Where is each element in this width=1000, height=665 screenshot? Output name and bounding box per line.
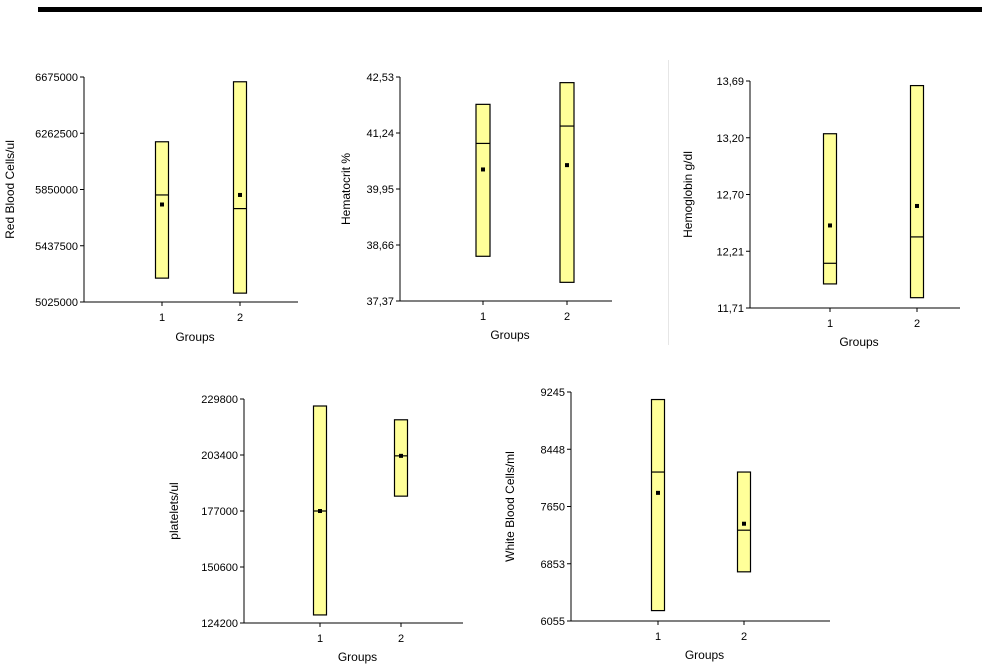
chart2-box-group-2 <box>559 82 575 283</box>
chart3-box-group-1 <box>822 133 838 285</box>
chart4-x-axis-title: Groups <box>338 650 377 664</box>
chart5-y-axis-title: White Blood Cells/ml <box>503 451 517 562</box>
chart1-x-axis-title: Groups <box>175 330 214 344</box>
chart1-mean-marker-group-1 <box>160 202 164 207</box>
chart1-mean-marker-group-2 <box>238 192 242 197</box>
chart5-y-tick-label: 8448 <box>541 444 565 456</box>
chart3-y-tick-label: 11,71 <box>717 303 744 315</box>
chart1-box-group-1 <box>154 141 170 279</box>
chart5-x-tick-label: 1 <box>655 631 661 643</box>
chart3-mean-marker-group-2 <box>915 203 919 208</box>
chart5-x-tick-label: 2 <box>741 631 747 643</box>
chart3-x-tick-label: 2 <box>914 318 920 330</box>
chart2-mean-marker-group-1 <box>481 167 485 172</box>
chart5-y-tick-label: 6055 <box>541 616 565 628</box>
chart3-y-tick-label: 13,69 <box>716 76 744 88</box>
chart3-x-tick-label: 1 <box>827 318 833 330</box>
chart1-x-tick-label: 2 <box>237 312 243 324</box>
chart1-y-axis-title: Red Blood Cells/ul <box>3 140 17 239</box>
chart1-y-tick-label: 6675000 <box>35 72 78 84</box>
chart5-x-axis-title: Groups <box>685 648 724 662</box>
chart2-y-tick-label: 37,37 <box>366 296 394 308</box>
chart4-mean-marker-group-1 <box>318 509 322 513</box>
chart4-y-tick-label: 124200 <box>201 618 238 630</box>
chart3-y-axis-title: Hemoglobin g/dl <box>681 151 695 238</box>
chart2-mean-marker-group-2 <box>565 163 569 168</box>
chart4-y-tick-label: 203400 <box>201 450 238 462</box>
chart5-mean-marker-group-2 <box>742 521 746 526</box>
chart3-y-tick-label: 13,20 <box>716 133 744 145</box>
chart1-y-tick-label: 6262500 <box>35 128 78 140</box>
chart1-y-tick-label: 5437500 <box>35 241 78 253</box>
chart5-box-group-1 <box>650 398 666 612</box>
chart4-x-tick-label: 1 <box>317 633 323 645</box>
chart4-y-axis-title: platelets/ul <box>167 482 181 539</box>
chart4-y-tick-label: 177000 <box>201 506 238 518</box>
chart2-y-tick-label: 38,66 <box>366 240 394 252</box>
chart3-box-group-2 <box>909 84 925 299</box>
chart5-y-tick-label: 9245 <box>541 387 565 399</box>
chart5-mean-marker-group-1 <box>656 490 660 495</box>
chart1-y-tick-label: 5025000 <box>35 297 78 309</box>
chart4-x-tick-label: 2 <box>398 633 404 645</box>
chart2-y-tick-label: 39,95 <box>366 184 394 196</box>
chart4-mean-marker-group-2 <box>399 453 403 458</box>
chart1-y-tick-label: 5850000 <box>35 185 78 197</box>
chart5-y-tick-label: 7650 <box>541 502 565 514</box>
chart5-y-tick-label: 6853 <box>541 559 565 571</box>
chart2-y-tick-label: 42,53 <box>366 72 394 84</box>
chart4-y-tick-label: 150600 <box>201 562 238 574</box>
chart1-x-tick-label: 1 <box>159 312 165 324</box>
panel-divider <box>668 60 669 345</box>
chart3-y-tick-label: 12,21 <box>716 246 744 258</box>
chart2-x-axis-title: Groups <box>490 328 529 342</box>
chart2-y-axis-title: Hematocrit % <box>339 153 353 225</box>
chart2-x-tick-label: 1 <box>480 311 486 323</box>
chart1-box-group-2 <box>232 81 248 294</box>
chart2-box-group-1 <box>475 103 491 257</box>
chart2-x-tick-label: 2 <box>564 311 570 323</box>
chart4-y-tick-label: 229800 <box>201 394 238 406</box>
chart4-box-group-2 <box>393 419 409 497</box>
chart3-y-tick-label: 12,70 <box>716 190 744 202</box>
chart3-x-axis-title: Groups <box>839 335 878 349</box>
chart2-y-tick-label: 41,24 <box>366 128 394 140</box>
top-rule <box>38 7 982 12</box>
chart3-mean-marker-group-1 <box>828 223 832 228</box>
